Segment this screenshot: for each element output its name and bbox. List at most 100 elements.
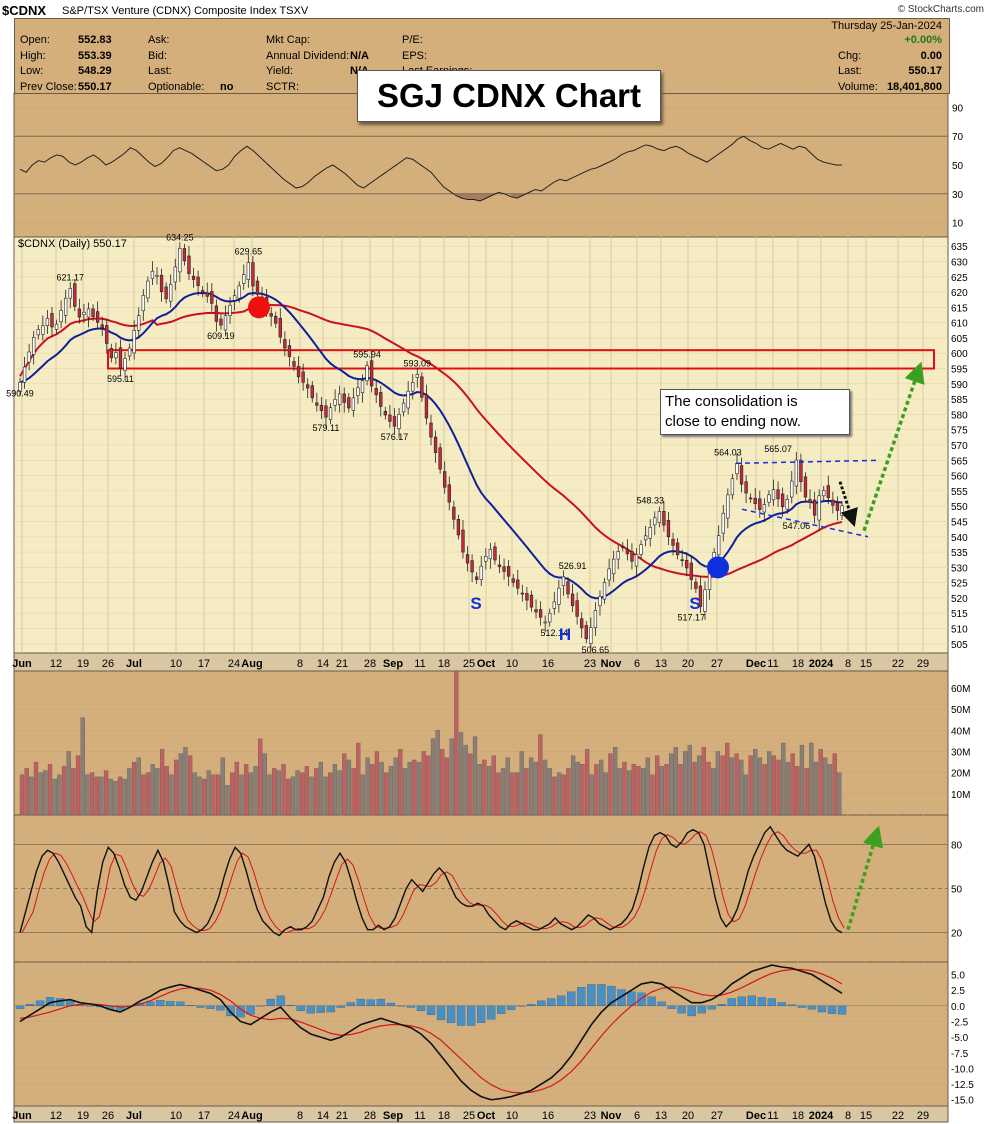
candle-body [18,382,22,392]
candle-body [520,592,524,595]
macd-hist-bar [466,1005,476,1026]
macd-hist-bar [767,998,776,1006]
date-tick-label: 10 [506,658,518,670]
macd-signal-line [19,968,843,1094]
candle-body [511,578,515,583]
candle-body [315,402,319,406]
volume-bar [711,768,716,816]
candle-body [771,489,776,501]
candle-body [223,315,228,331]
candle-body [182,248,187,262]
candle-body [475,576,479,580]
candle-body [785,499,789,510]
macd-hist-bar [707,1005,716,1010]
quote-value: N/A [350,49,369,62]
vol-tick-label: 10M [951,790,970,801]
date-bottom-tick-label: 10 [506,1110,518,1122]
volume-bar [370,764,375,816]
volume-bar [342,753,347,816]
macd-hist-bar [657,1001,666,1006]
macd-hist-bar [507,1005,516,1010]
price-label: 576.17 [381,432,409,442]
volume-bar [286,778,291,816]
candle-body [566,581,570,595]
date-tick-label: 23 [584,658,596,670]
date-bottom-tick-label: 26 [102,1110,114,1122]
candle-body [749,497,753,500]
volume-bar [71,768,76,816]
volume-bar [627,770,632,816]
volume-bar [276,770,281,816]
price-tick-label: 510 [951,625,968,636]
candle-body [443,471,447,488]
volume-bar [197,776,202,816]
volume-bar [575,761,580,816]
candle-body [840,505,844,516]
candle-body [767,494,771,503]
vol-tick-label: 20M [951,769,970,780]
date-tick-label: Jun [12,658,32,670]
date-bottom-tick-label: 28 [364,1110,376,1122]
candle-body [630,551,634,562]
candle-body [274,315,278,324]
candle-body [205,292,209,297]
volume-bar [510,772,515,816]
candle-body [338,393,342,405]
volume-bar [220,757,225,816]
price-tick-label: 590 [951,380,968,391]
volume-bar [435,730,440,816]
volume-bar [239,774,244,816]
price-label: 579.11 [313,423,340,433]
price-tick-label: 515 [951,609,968,620]
stoch-tick-label: 20 [951,929,963,940]
macd-hist-bar [15,1005,25,1009]
volume-bar [799,744,805,816]
candle-body [251,262,255,287]
quote-value: 550.17 [78,80,112,93]
macd-hist-bar [797,1005,807,1008]
volume-bar [407,761,412,816]
price-tick-label: 575 [951,426,968,437]
macd-hist-bar [196,1005,205,1008]
price-tick-label: 615 [951,303,968,314]
candle-body [169,284,173,302]
volume-bar [85,774,90,816]
volume-bar [655,755,660,816]
quote-label: Prev Close: [20,80,77,93]
price-tick-label: 630 [951,257,968,268]
date-bottom-tick-label: 17 [198,1110,210,1122]
volume-bar [379,761,384,816]
candle-body [735,462,739,475]
volume-bar [43,770,48,816]
volume-bar [552,776,557,816]
candle-body [730,478,735,496]
candle-body [287,345,292,357]
price-tick-label: 585 [951,395,968,406]
candle-body [269,313,273,317]
date-tick-label: 29 [917,658,929,670]
volume-bar [785,761,791,816]
candle-body [214,305,219,322]
quote-date: Thursday 25-Jan-2024 [831,20,942,32]
macd-hist-bar [486,1005,496,1020]
price-label: 609.19 [207,331,235,341]
volume-bar [669,753,674,816]
candle-body [794,459,798,487]
up-arrow-stoch [846,825,884,931]
macd-hist-bar [737,996,746,1006]
candle-body [306,384,310,389]
volume-bar [365,757,370,816]
date-tick-label: Jul [126,658,142,670]
candle-body [680,559,684,562]
ma-short-line [19,292,843,600]
macd-hist-bar [366,999,376,1006]
candle-body [255,280,260,295]
volume-bar [603,772,608,816]
candle-body [598,596,602,606]
price-tick-label: 550 [951,502,968,513]
candle-body [762,504,767,513]
price-label: 565.07 [764,444,792,454]
macd-hist-bar [55,998,65,1006]
volume-bar [309,776,314,816]
